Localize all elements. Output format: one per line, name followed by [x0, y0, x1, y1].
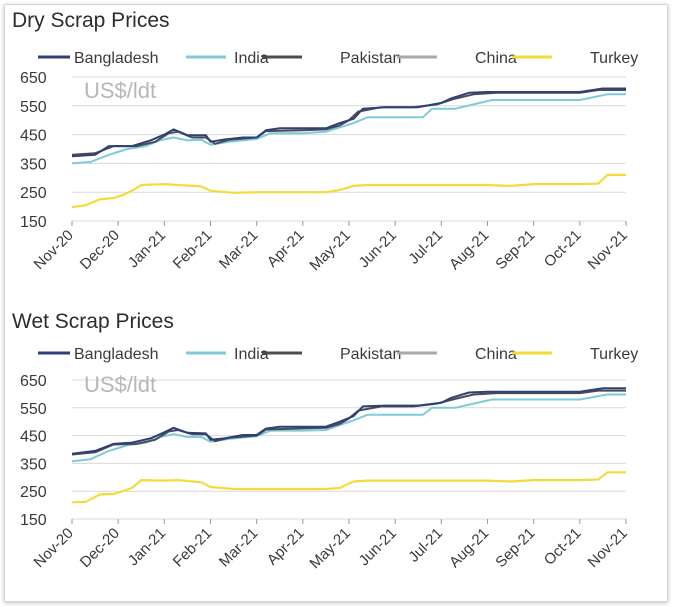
unit-label: US$/ldt: [84, 372, 156, 397]
x-tick-label: Dec-20: [77, 227, 123, 273]
legend-label-india: India: [234, 50, 269, 67]
x-tick-label: Nov-21: [585, 227, 631, 273]
x-tick-label: Nov-20: [31, 227, 77, 273]
series-line-pakistan: [71, 89, 626, 156]
legend-label-china: China: [475, 50, 517, 67]
wet-scrap-chart: 150 250 350 450 550 650 Nov-20 Dec-20 Jan-21 Feb-…: [20, 346, 638, 572]
x-tick-label: Mar-21: [216, 227, 262, 273]
series-line-india: [71, 393, 626, 463]
x-tick-label: May-21: [306, 227, 353, 274]
x-tick-label: Sep-21: [492, 525, 538, 571]
x-tick-label: Sep-21: [492, 227, 538, 273]
series-line-india: [71, 93, 626, 165]
x-tick-label: Oct-21: [541, 525, 585, 569]
wet-chart-title: Wet Scrap Prices: [12, 310, 174, 333]
x-tick-label: Mar-21: [216, 525, 262, 571]
y-tick-label: 350: [20, 456, 47, 473]
unit-label: US$/ldt: [84, 78, 156, 103]
x-tick-label: Dec-20: [77, 525, 123, 571]
series-line-bangladesh: [71, 387, 626, 455]
x-tick-label: Jun-21: [356, 227, 400, 271]
dry-chart-title: Dry Scrap Prices: [12, 9, 170, 32]
x-tick-label: Nov-20: [31, 525, 77, 571]
x-tick-label: Jan-21: [125, 227, 169, 271]
x-tick-label: May-21: [306, 525, 353, 572]
legend-label-turkey: Turkey: [590, 50, 638, 67]
figure-frame: [4, 4, 668, 602]
x-tick-label: Aug-21: [446, 227, 492, 273]
y-tick-label: 150: [20, 214, 47, 231]
x-tick-label: Apr-21: [264, 525, 308, 569]
x-tick-label: Oct-21: [541, 227, 585, 271]
legend-label-pakistan: Pakistan: [340, 50, 401, 67]
x-tick-label: Jan-21: [125, 525, 169, 569]
x-tick-label: Feb-21: [170, 525, 216, 571]
y-tick-label: 150: [20, 512, 47, 529]
legend-label-india: India: [234, 346, 269, 363]
x-tick-label: Jul-21: [405, 227, 446, 268]
series-line-turkey: [71, 173, 626, 209]
legend-label-pakistan: Pakistan: [340, 346, 401, 363]
dry-scrap-chart: 150 250 350 450 550 650 Nov-20 Dec-20 Jan-21 Feb-…: [20, 50, 638, 274]
legend-label-turkey: Turkey: [590, 346, 638, 363]
legend-label-bangladesh: Bangladesh: [74, 346, 159, 363]
legend-label-bangladesh: Bangladesh: [74, 50, 159, 67]
y-tick-label: 350: [20, 156, 47, 173]
y-tick-label: 250: [20, 185, 47, 202]
y-tick-label: 550: [20, 99, 47, 116]
series-line-bangladesh: [71, 87, 626, 158]
x-tick-label: Aug-21: [446, 525, 492, 571]
legend-label-china: China: [475, 346, 517, 363]
y-tick-label: 650: [20, 70, 47, 87]
series-line-pakistan: [71, 389, 626, 456]
x-tick-label: Feb-21: [170, 227, 216, 273]
series-line-turkey: [71, 471, 626, 504]
x-tick-label: Jul-21: [405, 525, 446, 566]
x-tick-label: Apr-21: [264, 227, 308, 271]
y-tick-label: 450: [20, 128, 47, 145]
x-tick-label: Nov-21: [585, 525, 631, 571]
y-tick-label: 650: [20, 373, 47, 390]
y-tick-label: 250: [20, 484, 47, 501]
x-tick-label: Jun-21: [356, 525, 400, 569]
y-tick-label: 550: [20, 401, 47, 418]
y-tick-label: 450: [20, 429, 47, 446]
